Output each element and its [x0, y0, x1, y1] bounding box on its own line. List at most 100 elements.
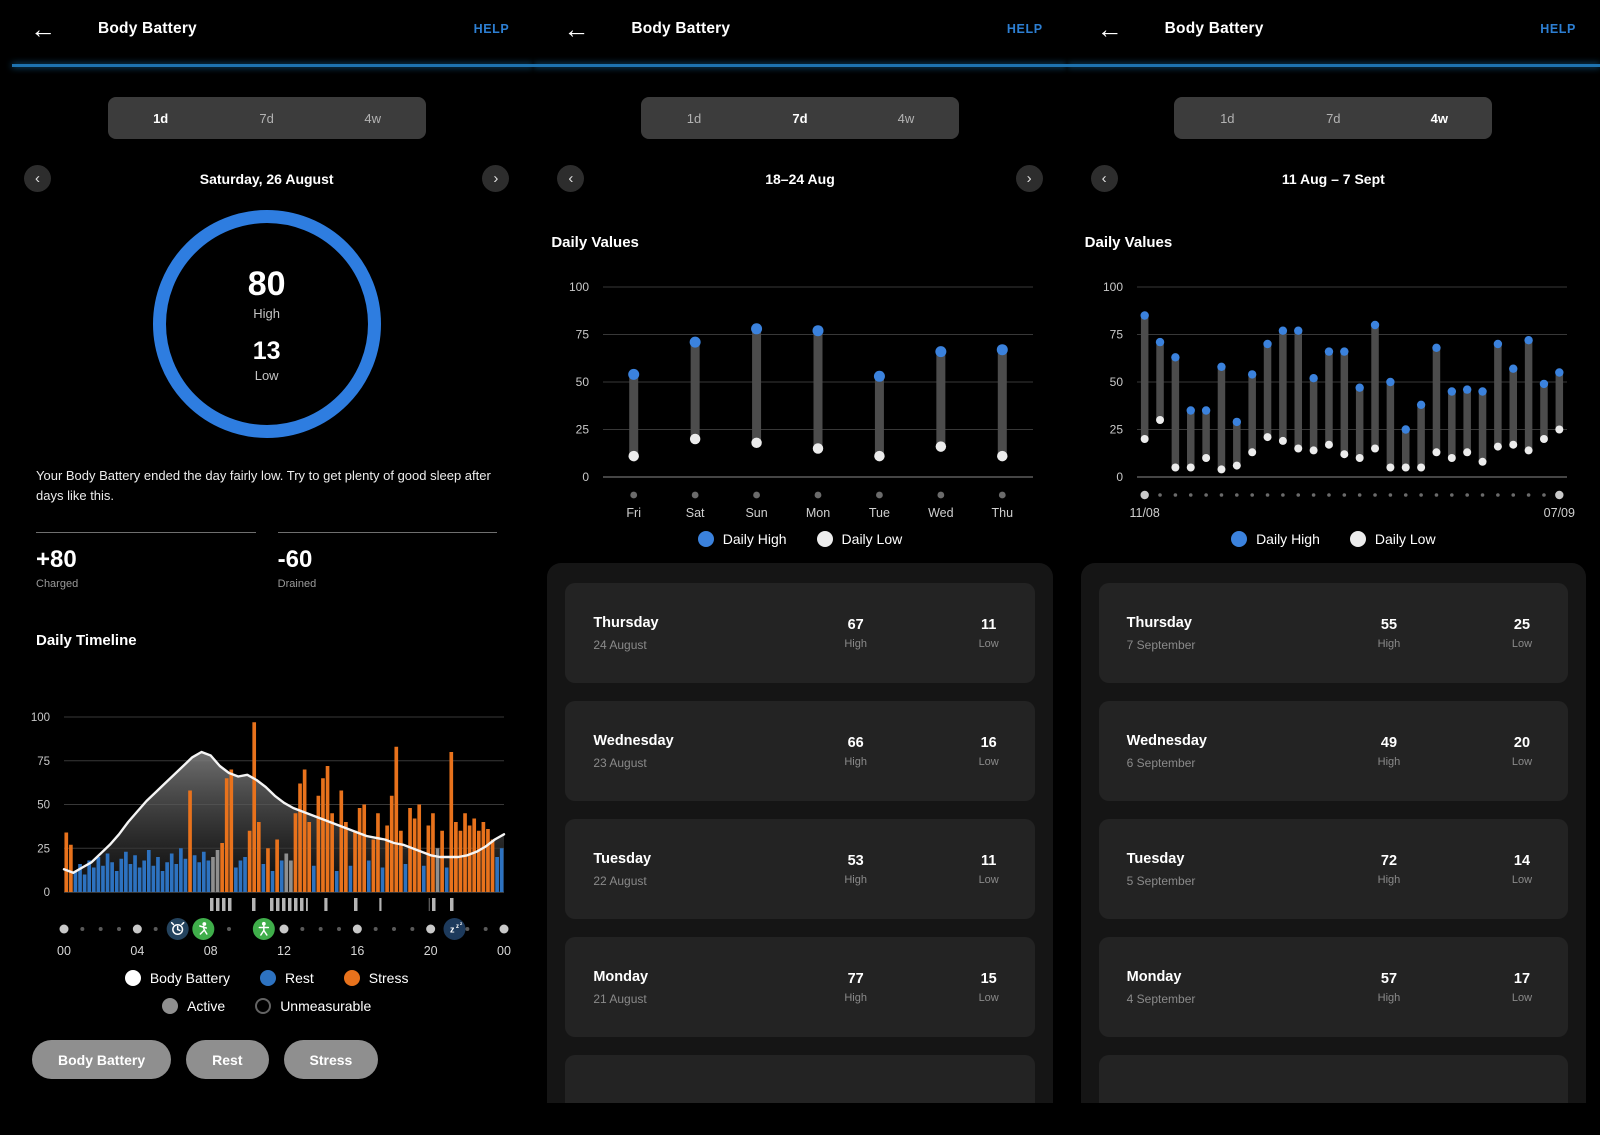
- tab-7d[interactable]: 7d: [1326, 110, 1341, 126]
- day-card[interactable]: Tuesday 22 August 53 High 11 Low: [565, 819, 1035, 919]
- card-low-label: Low: [978, 991, 999, 1004]
- day-card-left: Monday 21 August: [593, 969, 832, 1006]
- card-day-name: Wednesday: [1126, 732, 1207, 749]
- svg-text:75: 75: [576, 328, 590, 342]
- svg-text:z: z: [460, 921, 463, 926]
- body-battery-dot-icon: [124, 970, 141, 987]
- body-battery-ring-gauge: 80 High 13 Low: [152, 210, 381, 438]
- legend-active: Active: [162, 998, 226, 1015]
- next-day-button[interactable]: ›: [482, 165, 510, 192]
- drained-stat: -60 Drained: [277, 532, 498, 591]
- card-high-value: 72: [1380, 852, 1398, 869]
- charged-label: Charged: [36, 578, 79, 591]
- tab-7d[interactable]: 7d: [259, 110, 274, 126]
- legend-label: Daily Low: [841, 531, 903, 547]
- svg-text:50: 50: [1109, 375, 1123, 389]
- tab-4w[interactable]: 4w: [897, 110, 915, 126]
- week-chart-legend: Daily High Daily Low: [533, 531, 1066, 547]
- period-tabs: 1d 7d 4w: [1174, 97, 1493, 139]
- timeline-legend-row-2: Active Unmeasurable: [0, 998, 533, 1015]
- help-link[interactable]: HELP: [1540, 22, 1576, 36]
- card-day-name: Thursday: [1126, 614, 1192, 631]
- card-high-value: 67: [847, 616, 864, 633]
- help-link[interactable]: HELP: [473, 22, 510, 36]
- card-low-col: 15 Low: [971, 971, 1007, 1004]
- card-low-col: 11 Low: [971, 617, 1007, 650]
- card-low-label: Low: [978, 755, 999, 768]
- legend-label: Rest: [285, 970, 314, 987]
- card-low-label: Low: [1511, 873, 1533, 886]
- legend-body-battery: Body Battery: [124, 970, 230, 987]
- legend-daily-low: Daily Low: [816, 531, 903, 547]
- card-high-label: High: [844, 637, 867, 650]
- help-link[interactable]: HELP: [1006, 22, 1043, 36]
- card-high-label: High: [1377, 755, 1401, 768]
- prev-day-button[interactable]: ‹: [24, 165, 51, 192]
- card-low-col: 17 Low: [1504, 971, 1540, 1004]
- day-card[interactable]: Monday 4 September 57 High 17 Low: [1098, 937, 1568, 1037]
- insight-text: Your Body Battery ended the day fairly l…: [36, 468, 491, 504]
- day-card-left: Thursday 7 September: [1127, 615, 1366, 652]
- legend-label: Active: [187, 998, 226, 1015]
- day-card[interactable]: Wednesday 6 September 49 High 20 Low: [1098, 701, 1568, 801]
- day-card[interactable]: Thursday 24 August 67 High 11 Low: [565, 583, 1035, 683]
- date-navigator: ‹ Saturday, 26 August ›: [24, 165, 510, 192]
- tab-1d[interactable]: 1d: [686, 110, 702, 126]
- card-high-col: 77 High: [833, 971, 879, 1004]
- legend-unmeasurable: Unmeasurable: [255, 998, 371, 1015]
- card-low-value: 20: [1513, 734, 1531, 751]
- day-card-partial[interactable]: [1098, 1055, 1568, 1103]
- day-card[interactable]: Monday 21 August 77 High 15 Low: [565, 937, 1035, 1037]
- gauge-high-label: High: [253, 306, 281, 321]
- body-battery-filter-button[interactable]: Body Battery: [32, 1040, 172, 1080]
- tab-4w[interactable]: 4w: [1430, 110, 1448, 126]
- period-tabs: 1d 7d 4w: [107, 97, 426, 139]
- tab-4w[interactable]: 4w: [364, 110, 381, 126]
- svg-text:25: 25: [576, 423, 590, 437]
- prev-week-button[interactable]: ‹: [557, 165, 585, 192]
- prev-month-button[interactable]: ‹: [1090, 165, 1118, 192]
- svg-text:50: 50: [37, 800, 50, 812]
- card-high-value: 49: [1380, 734, 1398, 751]
- day-card-partial[interactable]: [565, 1055, 1035, 1103]
- tab-1d[interactable]: 1d: [1220, 110, 1235, 126]
- day-card[interactable]: Tuesday 5 September 72 High 14 Low: [1098, 819, 1568, 919]
- page-title: Body Battery: [98, 20, 197, 37]
- back-arrow-icon[interactable]: ←: [563, 14, 590, 44]
- card-high-label: High: [1377, 637, 1401, 650]
- card-date: 6 September: [1126, 755, 1196, 770]
- svg-text:25: 25: [37, 844, 50, 856]
- card-high-label: High: [844, 755, 867, 768]
- back-arrow-icon[interactable]: ←: [1096, 14, 1123, 44]
- charged-drained-stats: +80 Charged -60 Drained: [36, 532, 498, 591]
- next-week-button[interactable]: ›: [1015, 165, 1043, 192]
- card-high-value: 66: [847, 734, 864, 751]
- stress-filter-button[interactable]: Stress: [283, 1040, 379, 1080]
- back-arrow-icon[interactable]: ←: [30, 14, 56, 44]
- card-low-value: 14: [1513, 852, 1531, 869]
- page-title: Body Battery: [1164, 20, 1264, 37]
- charged-value: +80: [36, 546, 77, 574]
- card-day-name: Monday: [593, 968, 649, 985]
- daily-values-title: Daily Values: [551, 234, 639, 251]
- page-title: Body Battery: [631, 20, 731, 37]
- card-high-label: High: [1377, 991, 1401, 1004]
- card-day-name: Thursday: [593, 614, 659, 631]
- daily-low-dot-icon: [1349, 531, 1366, 547]
- day-card[interactable]: Wednesday 23 August 66 High 16 Low: [565, 701, 1035, 801]
- gauge-low-label: Low: [254, 368, 279, 383]
- card-low-value: 17: [1513, 970, 1531, 987]
- tab-7d[interactable]: 7d: [792, 110, 808, 126]
- card-high-col: 67 High: [833, 617, 879, 650]
- drained-value: -60: [277, 546, 313, 574]
- timeline-legend-row-1: Body Battery Rest Stress: [0, 970, 533, 987]
- card-low-value: 16: [980, 734, 997, 751]
- rest-filter-button[interactable]: Rest: [186, 1040, 269, 1080]
- day-card[interactable]: Thursday 7 September 55 High 25 Low: [1098, 583, 1568, 683]
- drained-label: Drained: [277, 578, 317, 591]
- card-high-value: 77: [847, 970, 864, 987]
- card-low-col: 16 Low: [971, 735, 1007, 768]
- gauge-low-value: 13: [252, 337, 281, 365]
- tab-1d[interactable]: 1d: [153, 110, 169, 126]
- app-bar: ← Body Battery HELP: [0, 0, 533, 58]
